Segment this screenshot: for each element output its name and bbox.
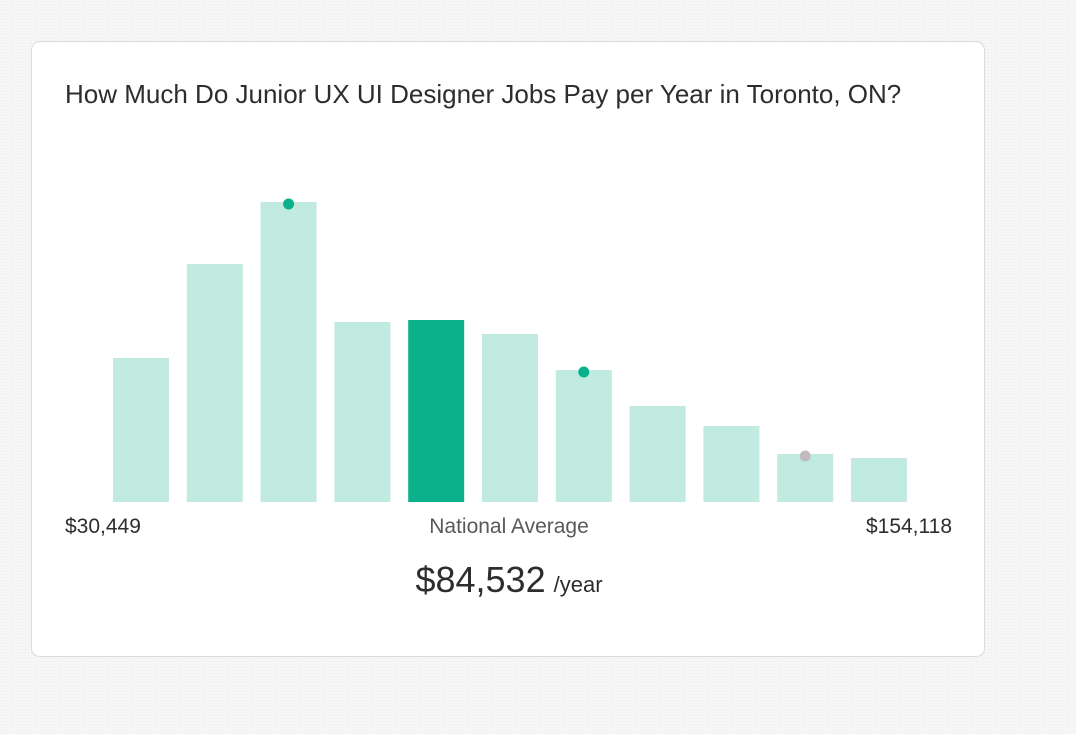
histogram-bar — [334, 322, 391, 502]
histogram-bar — [555, 370, 612, 502]
average-salary-unit: /year — [553, 572, 603, 597]
histogram-bar-highlight — [408, 320, 465, 502]
histogram-bar — [703, 426, 760, 502]
salary-card: How Much Do Junior UX UI Designer Jobs P… — [31, 41, 985, 657]
average-salary: $84,532/year — [32, 558, 986, 607]
histogram-bar — [482, 334, 538, 502]
histogram-marker-dot — [799, 450, 811, 462]
histogram-bar — [629, 406, 686, 502]
card-title: How Much Do Junior UX UI Designer Jobs P… — [65, 79, 902, 109]
histogram-bar — [777, 454, 834, 502]
salary-histogram — [113, 198, 907, 502]
histogram-bar — [260, 202, 317, 502]
max-salary-label: $154,118 — [865, 515, 952, 538]
national-average-label: National Average — [429, 515, 589, 538]
average-salary-value: $84,532 — [415, 559, 546, 600]
min-salary-label: $30,449 — [65, 515, 141, 538]
histogram-marker-dot — [578, 366, 590, 378]
histogram-bar — [186, 264, 243, 502]
histogram-marker-dot — [283, 198, 295, 210]
histogram-bar — [851, 458, 907, 502]
histogram-bar — [113, 358, 169, 502]
